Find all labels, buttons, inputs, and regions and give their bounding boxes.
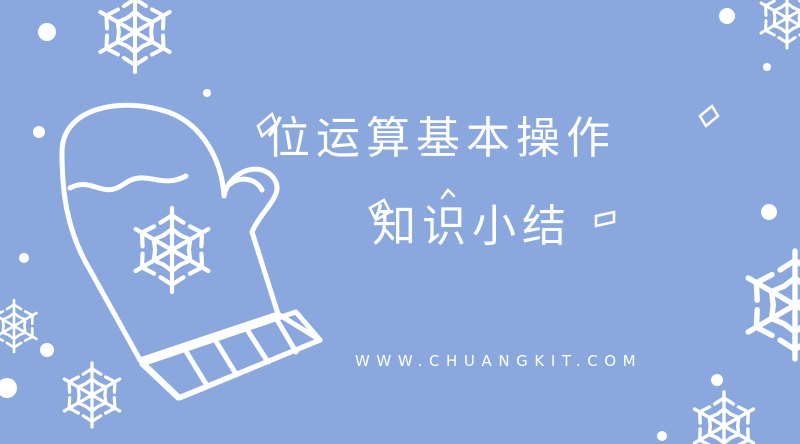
snowflake-icon: [0, 300, 40, 352]
website-url: WWW.CHUANGKIT.COM: [355, 352, 643, 370]
snowflake-icon: [60, 363, 124, 427]
snowflake-icon: [741, 251, 800, 359]
snowflake-icon: [690, 392, 758, 444]
title-line-1: 位运算基本操作: [266, 113, 616, 164]
snowflake-icon: [130, 208, 214, 292]
mitten-icon: [59, 102, 323, 401]
snowflake-icon: [757, 0, 800, 48]
snowflake-icon: [95, 0, 175, 72]
title-line-2: 知识小结: [372, 201, 572, 252]
snow-dot: [0, 8, 777, 441]
doodle-decoration: [256, 104, 720, 228]
